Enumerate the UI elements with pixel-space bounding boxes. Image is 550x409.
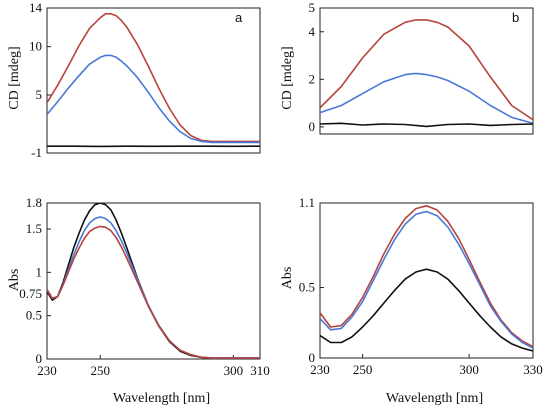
x-tick-label: 330 xyxy=(523,362,543,377)
series-line-blue xyxy=(320,72,533,125)
x-axis-label: Wavelength [nm] xyxy=(386,391,483,406)
y-axis-label: CD [mdeg] xyxy=(280,46,295,109)
series-line-red xyxy=(320,19,533,121)
panel-label-a: a xyxy=(235,10,243,25)
series-line-red xyxy=(320,205,533,348)
x-tick-label: 230 xyxy=(37,363,57,378)
series-line-red xyxy=(47,225,260,359)
y-tick-label: -1 xyxy=(31,145,42,160)
x-tick-label: 230 xyxy=(310,362,330,377)
y-tick-label: 0 xyxy=(309,119,316,134)
y-tick-label: 14 xyxy=(29,0,43,15)
series-line-black xyxy=(320,268,533,352)
y-tick-label: 1 xyxy=(36,264,43,279)
y-tick-label: 1.1 xyxy=(299,195,315,210)
series-line-black xyxy=(320,122,533,128)
panel-b-abs: 0 0.5 1.1 230 250 300 330 Abs Wavelength [nm] xyxy=(280,195,543,406)
plot-frame xyxy=(46,7,261,154)
y-tick-label: 0.75 xyxy=(19,286,42,301)
series-line-black xyxy=(47,203,260,359)
y-axis-label: CD [mdeg] xyxy=(7,46,22,109)
y-tick-label: 1.5 xyxy=(26,221,42,236)
x-tick-label: 300 xyxy=(224,363,244,378)
plot-frame xyxy=(319,202,534,359)
plot-frame xyxy=(319,7,534,135)
y-tick-label: 0.5 xyxy=(26,308,42,323)
y-tick-label: 0 xyxy=(309,350,316,365)
y-tick-label: 1.8 xyxy=(26,195,42,210)
plot-frame xyxy=(46,202,261,360)
series-line-red xyxy=(47,13,260,143)
y-tick-label: 10 xyxy=(29,39,42,54)
x-tick-label: 250 xyxy=(353,362,373,377)
panel-label-b: b xyxy=(512,10,519,25)
panel-a: -1 5 10 14 CD [mdeg] xyxy=(7,0,261,160)
y-tick-label: 0.5 xyxy=(299,280,315,295)
y-tick-label: 5 xyxy=(36,87,43,102)
x-tick-label: 310 xyxy=(250,363,270,378)
panel-b: 0 2 4 5 CD [mdeg] xyxy=(280,0,534,135)
x-tick-label: 250 xyxy=(91,363,111,378)
y-tick-label: 0 xyxy=(36,351,43,366)
series-line-blue xyxy=(47,216,260,359)
y-tick-label: 2 xyxy=(309,71,316,86)
x-axis-label: Wavelength [nm] xyxy=(113,391,210,406)
x-tick-label: 300 xyxy=(459,362,479,377)
y-axis-label: Abs xyxy=(280,267,295,290)
y-axis-label: Abs xyxy=(7,269,22,292)
y-tick-label: 4 xyxy=(309,24,316,39)
series-line-blue xyxy=(320,210,533,349)
y-tick-label: 5 xyxy=(309,0,316,15)
panel-a-abs: 0 0.5 0.75 1 1.5 1.8 230 250 300 310 Abs Wavelength… xyxy=(7,195,270,406)
series-line-blue xyxy=(47,54,260,144)
